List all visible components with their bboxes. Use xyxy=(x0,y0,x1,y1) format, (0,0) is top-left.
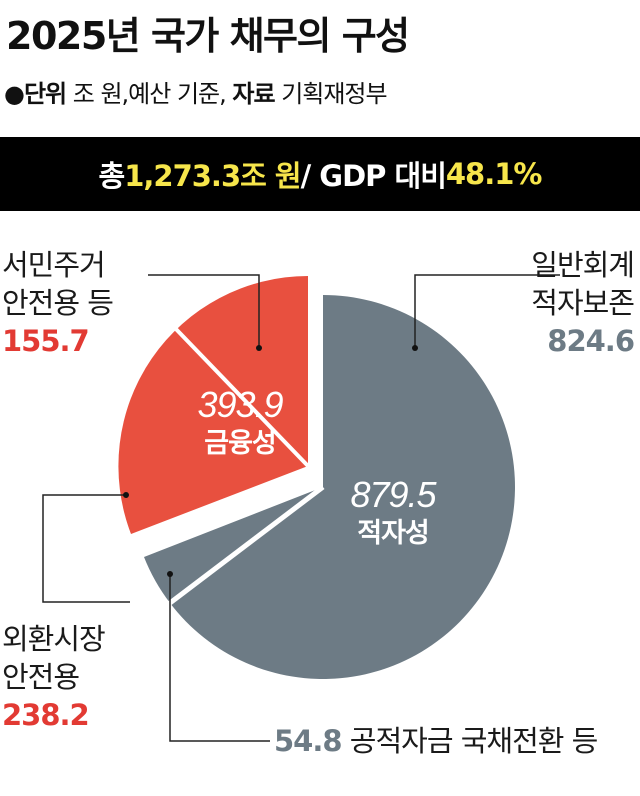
financial-group-name: 금융성 xyxy=(204,428,277,459)
label-general-value: 824.6 xyxy=(547,324,635,358)
label-public-value: 54.8 xyxy=(274,724,343,758)
label-housing: 서민주거 안전용 등 155.7 xyxy=(2,246,114,360)
label-fx: 외환시장 안전용 238.2 xyxy=(2,620,106,734)
label-housing-value: 155.7 xyxy=(2,324,90,358)
slice-general-account xyxy=(170,295,515,680)
label-housing-line1: 서민주거 xyxy=(2,248,106,282)
banner-ratio: 48.1% xyxy=(445,157,543,191)
label-public-text: 공적자금 국채전환 등 xyxy=(341,724,599,758)
label-fx-line1: 외환시장 xyxy=(2,622,106,656)
bullet-icon: ● xyxy=(4,80,25,108)
label-general: 일반회계 적자보존 824.6 xyxy=(531,246,635,360)
financial-group-value: 393.9 xyxy=(197,384,283,425)
deficit-group-label: 879.5 적자성 xyxy=(303,474,483,552)
chart-subtitle: ●단위 조 원,예산 기준, 자료 기획재정부 xyxy=(4,74,388,114)
banner-total: 1,273.3조 원 xyxy=(124,159,301,193)
source-value: 기획재정부 xyxy=(274,80,387,108)
deficit-group-value: 879.5 xyxy=(350,474,436,515)
total-banner: 총 1,273.3조 원 / GDP 대비 48.1% xyxy=(0,137,640,211)
gray-divider xyxy=(164,485,325,608)
slice-public-funds xyxy=(144,487,323,603)
red-divider xyxy=(172,325,310,468)
banner-mid: / GDP 대비 xyxy=(300,159,447,193)
leader-dots xyxy=(123,345,418,577)
label-fx-value: 238.2 xyxy=(2,698,90,732)
leader-lines xyxy=(42,274,560,742)
label-general-line1: 일반회계 xyxy=(531,248,635,282)
unit-value: 조 원,예산 기준, xyxy=(66,80,233,108)
banner-prefix: 총 xyxy=(98,159,126,193)
label-general-line2: 적자보존 xyxy=(531,286,635,320)
deficit-group-name: 적자성 xyxy=(357,518,430,549)
label-public: 54.8 공적자금 국채전환 등 xyxy=(274,722,599,760)
slice-financial xyxy=(118,276,308,534)
label-fx-line2: 안전용 xyxy=(2,660,80,694)
unit-label: 단위 xyxy=(23,80,67,108)
source-label: 자료 xyxy=(232,80,275,108)
label-housing-line2: 안전용 등 xyxy=(2,286,114,320)
financial-group-label: 393.9 금융성 xyxy=(150,384,330,462)
chart-title: 2025년 국가 채무의 구성 xyxy=(6,14,410,58)
